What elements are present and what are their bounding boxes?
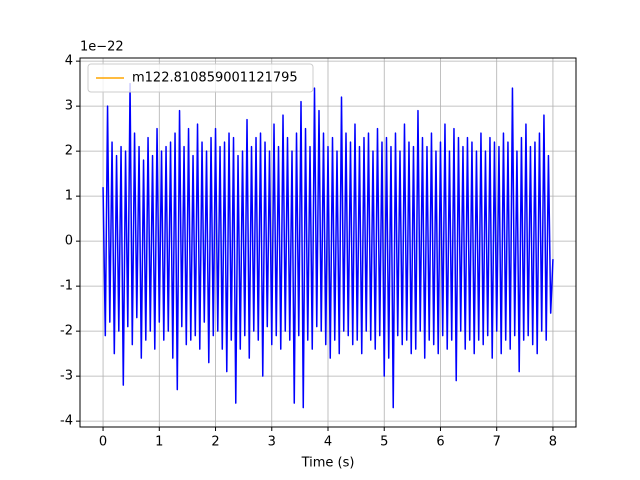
x-tick-label: 8 [549,435,557,450]
y-tick-label: 1 [65,189,73,204]
y-tick-label: -3 [60,369,73,384]
legend-box [87,63,314,93]
legend-label: m122.810859001121795 [132,71,298,86]
x-tick-label: 6 [436,435,444,450]
y-tick-label: 4 [65,54,73,69]
y-tick-label: 0 [65,234,73,249]
data-line [102,82,554,409]
x-axis-label: Time (s) [301,456,355,471]
x-tick-label: 0 [99,435,107,450]
y-tick-label: -4 [60,414,73,429]
y-tick-label: 2 [65,144,73,159]
x-tick-label: 7 [493,435,501,450]
x-tick-label: 5 [380,435,388,450]
y-tick-label: -2 [60,324,73,339]
y-offset-label: 1e−22 [80,40,124,55]
x-tick-label: 3 [268,435,276,450]
x-tick-label: 1 [155,435,163,450]
y-tick-label: -1 [60,279,73,294]
y-tick-label: 3 [65,99,73,114]
x-tick-label: 2 [211,435,219,450]
plot-area [102,82,554,409]
x-tick-label: 4 [324,435,332,450]
ticks: 0 1 2 3 4 5 6 7 8 -4 -3 -2 -1 0 1 2 3 4 [60,54,557,450]
legend: m122.810859001121795 [87,63,314,93]
